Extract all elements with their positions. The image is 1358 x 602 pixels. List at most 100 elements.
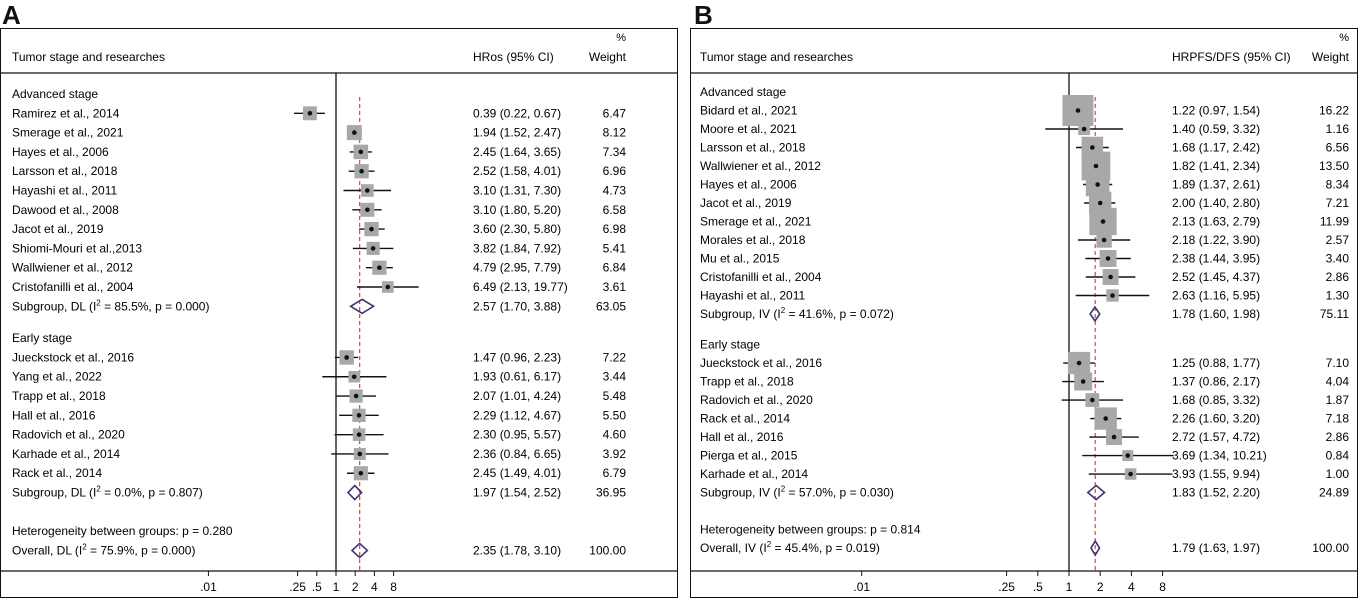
point-estimate <box>1090 397 1095 403</box>
effect-value: 2.45 (1.64, 3.65) <box>473 145 561 159</box>
effect-value: 3.10 (1.31, 7.30) <box>473 184 561 198</box>
panel-label-a: A <box>2 0 21 30</box>
weight-value: 4.73 <box>603 184 627 198</box>
point-estimate <box>1097 200 1103 206</box>
subgroup-label: Subgroup, IV (I2 = 41.6%, p = 0.072) <box>700 306 894 321</box>
effect-value: 1.40 (0.59, 3.32) <box>1172 122 1260 136</box>
subgroup-effect: 1.83 (1.52, 2.20) <box>1172 486 1260 500</box>
point-estimate <box>356 432 362 437</box>
point-estimate <box>1090 145 1095 150</box>
group-heading: Advanced stage <box>12 87 98 101</box>
point-estimate <box>1081 126 1087 132</box>
panel-label-b: B <box>694 0 713 30</box>
weight-value: 4.60 <box>603 428 627 442</box>
subgroup-effect: 1.78 (1.60, 1.98) <box>1172 307 1260 321</box>
group-heading: Early stage <box>700 338 760 352</box>
subgroup-weight: 75.11 <box>1320 307 1349 321</box>
effect-value: 2.63 (1.16, 5.95) <box>1172 289 1260 303</box>
weight-value: 3.44 <box>603 370 627 384</box>
study-label: Jacot et al., 2019 <box>12 222 104 236</box>
point-estimate <box>1080 379 1086 384</box>
point-estimate <box>1125 453 1131 458</box>
study-label: Dawood et al., 2008 <box>12 203 119 217</box>
point-estimate <box>1093 163 1099 169</box>
subgroup-weight: 24.89 <box>1319 486 1349 500</box>
weight-value: 1.30 <box>1326 289 1350 303</box>
study-label: Trapp et al., 2018 <box>12 389 106 403</box>
x-tick-label: .01 <box>200 580 217 594</box>
x-tick-label: .25 <box>998 580 1015 594</box>
point-estimate <box>1105 256 1111 261</box>
study-label: Bidard et al., 2021 <box>700 104 798 118</box>
heterogeneity-text: Heterogeneity between groups: p = 0.814 <box>700 523 921 537</box>
weight-value: 1.16 <box>1326 122 1350 136</box>
effect-value: 2.72 (1.57, 4.72) <box>1172 430 1260 444</box>
subgroup-effect: 2.57 (1.70, 3.88) <box>473 299 561 313</box>
weight-value: 2.57 <box>1326 233 1350 247</box>
point-estimate <box>365 207 370 213</box>
point-estimate <box>358 149 364 155</box>
header-effect: HRPFS/DFS (95% CI) <box>1172 50 1291 64</box>
study-label: Hall et al., 2016 <box>12 408 96 422</box>
effect-value: 2.52 (1.45, 4.37) <box>1172 270 1260 284</box>
effect-value: 0.39 (0.22, 0.67) <box>473 106 561 120</box>
study-label: Jueckstock et al., 2016 <box>700 356 822 370</box>
effect-value: 1.22 (0.97, 1.54) <box>1172 104 1260 118</box>
study-label: Hayes et al., 2006 <box>700 178 797 192</box>
point-estimate <box>1103 416 1109 421</box>
study-label: Jueckstock et al., 2016 <box>12 350 134 364</box>
effect-value: 1.93 (0.61, 6.17) <box>473 370 561 384</box>
study-label: Hayashi et al., 2011 <box>700 289 806 303</box>
weight-value: 8.12 <box>603 126 627 140</box>
study-label: Wallwiener et al., 2012 <box>700 159 821 173</box>
effect-value: 3.93 (1.55, 9.94) <box>1172 467 1260 481</box>
forest-plot-a: Tumor stage and researches HRos (95% CI)%… <box>1 32 677 594</box>
group-heading: Advanced stage <box>700 85 786 99</box>
point-estimate <box>369 226 374 232</box>
effect-value: 2.38 (1.44, 3.95) <box>1172 252 1260 266</box>
point-estimate <box>1101 237 1107 243</box>
weight-value: 6.84 <box>603 261 627 275</box>
header-weight-pct: % <box>616 32 626 44</box>
x-tick-label: .01 <box>853 580 870 594</box>
study-label: Karhade et al., 2014 <box>12 447 120 461</box>
effect-value: 2.00 (1.40, 2.80) <box>1172 196 1260 210</box>
point-estimate <box>1128 471 1133 477</box>
point-estimate <box>1075 108 1081 113</box>
x-tick-label: .25 <box>289 580 306 594</box>
effect-value: 3.10 (1.80, 5.20) <box>473 203 561 217</box>
study-label: Hayes et al., 2006 <box>12 145 109 159</box>
study-label: Mu et al., 2015 <box>700 252 780 266</box>
effect-value: 2.18 (1.22, 3.90) <box>1172 233 1260 247</box>
study-label: Rack et al., 2014 <box>700 412 790 426</box>
effect-value: 2.07 (1.01, 4.24) <box>473 389 561 403</box>
subgroup-diamond <box>349 298 376 315</box>
point-estimate <box>356 413 362 418</box>
effect-value: 4.79 (2.95, 7.79) <box>473 261 561 275</box>
point-estimate <box>1111 434 1117 440</box>
weight-value: 1.87 <box>1326 393 1350 407</box>
study-label: Karhade et al., 2014 <box>700 467 808 481</box>
weight-value: 2.86 <box>1326 270 1350 284</box>
study-label: Moore et al., 2021 <box>700 122 797 136</box>
point-estimate <box>353 393 359 399</box>
header-studies: Tumor stage and researches <box>700 50 853 64</box>
subgroup-diamond <box>1086 484 1106 501</box>
weight-value: 6.56 <box>1326 141 1350 155</box>
overall-effect: 1.79 (1.63, 1.97) <box>1172 541 1260 555</box>
overall-weight: 100.00 <box>1312 541 1349 555</box>
header-effect: HRos (95% CI) <box>473 50 554 64</box>
header-weight: Weight <box>1312 50 1350 64</box>
weight-value: 5.41 <box>603 241 627 255</box>
point-estimate <box>365 188 370 193</box>
subgroup-label: Subgroup, DL (I2 = 0.0%, p = 0.807) <box>12 485 203 500</box>
plot-frame-a: Tumor stage and researches HRos (95% CI)%… <box>0 28 678 598</box>
x-tick-label: .5 <box>1033 580 1043 594</box>
forest-plot-b: Tumor stage and researches HRPFS/DFS (95%… <box>691 32 1357 594</box>
subgroup-diamond <box>1089 305 1101 323</box>
effect-value: 2.26 (1.60, 3.20) <box>1172 412 1260 426</box>
subgroup-diamond <box>346 484 363 501</box>
group-heading: Early stage <box>12 331 72 345</box>
weight-value: 3.61 <box>603 280 627 294</box>
weight-value: 6.47 <box>603 106 627 120</box>
